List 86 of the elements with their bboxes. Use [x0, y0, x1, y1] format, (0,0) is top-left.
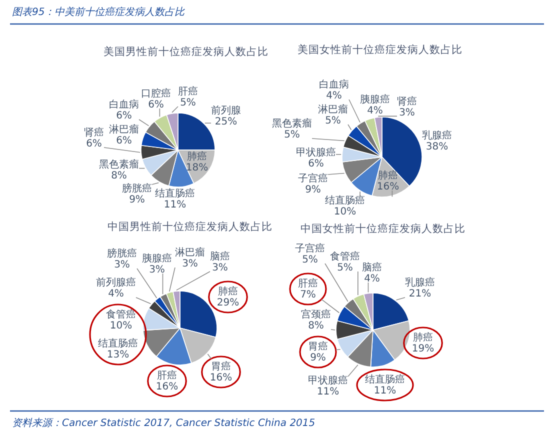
data-label: 7%: [300, 290, 316, 300]
data-label: 6%: [148, 100, 164, 110]
slice-label: 胃癌: [211, 360, 231, 372]
text: 资料来源：Cancer Statistic 2017, Cancer Statistic China 2015: [12, 417, 316, 429]
slice-label: 结直肠癌: [155, 188, 195, 200]
data-label: 5%: [180, 98, 196, 108]
slice-label: 宫颈癌: [301, 308, 331, 320]
data-label: 9%: [310, 352, 326, 364]
slice-label: 淋巴瘤: [109, 124, 139, 136]
slice-label: 肝癌: [157, 370, 177, 382]
data-label: 10%: [334, 206, 356, 218]
slice-label: 胃癌: [308, 340, 328, 352]
slice-label: 子宫癌: [298, 172, 328, 184]
chart-title: 中国女性前十位癌症发病人数占比: [300, 222, 466, 235]
data-label: 4%: [364, 274, 380, 284]
data-label: 9%: [305, 184, 321, 196]
data-label: 16%: [210, 372, 232, 384]
slice-label: 膀胱癌: [107, 248, 137, 260]
data-label: 11%: [374, 386, 396, 396]
data-label: 3%: [149, 264, 165, 276]
slice-label: 黑色素瘤: [272, 118, 312, 130]
slice-label: 肾癌: [84, 126, 104, 138]
slice-label: 肝癌: [298, 278, 318, 290]
data-label: 5%: [325, 116, 341, 126]
slice-label: 肝癌: [178, 86, 198, 98]
slice-label: 结直肠癌: [325, 194, 365, 206]
slice-label: 黑色素瘤: [99, 158, 139, 170]
slice-label: 乳腺癌: [405, 276, 435, 288]
slice-label: 淋巴瘤: [318, 104, 348, 116]
slice-label: 肺癌: [378, 170, 398, 182]
data-label: 19%: [412, 344, 434, 354]
data-label: 10%: [110, 320, 132, 332]
data-label: 4%: [326, 90, 342, 102]
slice-label: 甲状腺癌: [308, 374, 348, 386]
slice-label: 结直肠癌: [365, 374, 405, 386]
slice-label: 结直肠癌: [98, 338, 138, 350]
slice-label: 淋巴瘤: [175, 246, 205, 258]
slice-label: 子宫癌: [295, 242, 325, 254]
data-label: 5%: [337, 262, 353, 274]
data-label: 6%: [86, 138, 102, 150]
slice-label: 肺癌: [187, 150, 207, 162]
data-label: 5%: [284, 130, 300, 140]
data-label: 5%: [302, 254, 318, 266]
data-label: 38%: [426, 142, 448, 152]
data-label: 13%: [106, 350, 130, 360]
data-label: 9%: [129, 194, 145, 206]
data-label: 21%: [408, 288, 432, 300]
slice-label: 白血病: [109, 98, 139, 110]
data-label: 25%: [214, 116, 238, 128]
data-label: 6%: [116, 110, 132, 122]
slice-label: 口腔癌: [141, 88, 171, 100]
slice-label: 前列腺癌: [96, 276, 136, 288]
data-label: 4%: [108, 288, 124, 300]
data-label: 3%: [182, 258, 198, 270]
slice-label: 脑癌: [210, 250, 230, 262]
chart-title: 美国男性前十位癌症发病人数占比: [104, 45, 268, 58]
data-label: 11%: [316, 386, 340, 398]
data-label: 3%: [114, 260, 130, 270]
slice-label: 肾癌: [397, 96, 417, 108]
slice-label: 肺癌: [218, 286, 238, 298]
data-label: 11%: [164, 200, 186, 210]
chart-title: 美国女性前十位癌症发病人数占比: [298, 43, 462, 56]
data-label: 8%: [308, 320, 324, 332]
slice-label: 脑癌: [362, 262, 382, 274]
data-label: 8%: [111, 170, 127, 182]
data-label: 18%: [186, 162, 208, 174]
data-label: 4%: [367, 106, 383, 116]
data-label: 3%: [212, 262, 228, 274]
data-label: 6%: [116, 136, 132, 146]
chart-title: 中国男性前十位癌症发病人数占比: [108, 220, 272, 233]
slice-label: 膀胱癌: [122, 182, 152, 194]
slice-label: 前列腺: [211, 104, 241, 116]
text: 图表95：中美前十位癌症发病人数占比: [12, 6, 186, 18]
slice-label: 甲状腺癌: [296, 146, 336, 158]
slice-label: 食管癌: [330, 250, 360, 262]
slice-label: 乳腺癌: [422, 130, 452, 142]
slice-label: 食管癌: [106, 308, 136, 320]
slice-label: 胰腺癌: [142, 252, 172, 264]
data-label: 16%: [376, 182, 400, 192]
data-label: 3%: [399, 108, 415, 118]
data-label: 6%: [308, 158, 324, 170]
data-label: 29%: [216, 298, 240, 308]
data-label: 16%: [156, 382, 178, 392]
slice-label: 胰腺癌: [360, 94, 390, 106]
slice-label: 白血病: [319, 78, 349, 90]
slice-label: 肺癌: [413, 332, 433, 344]
